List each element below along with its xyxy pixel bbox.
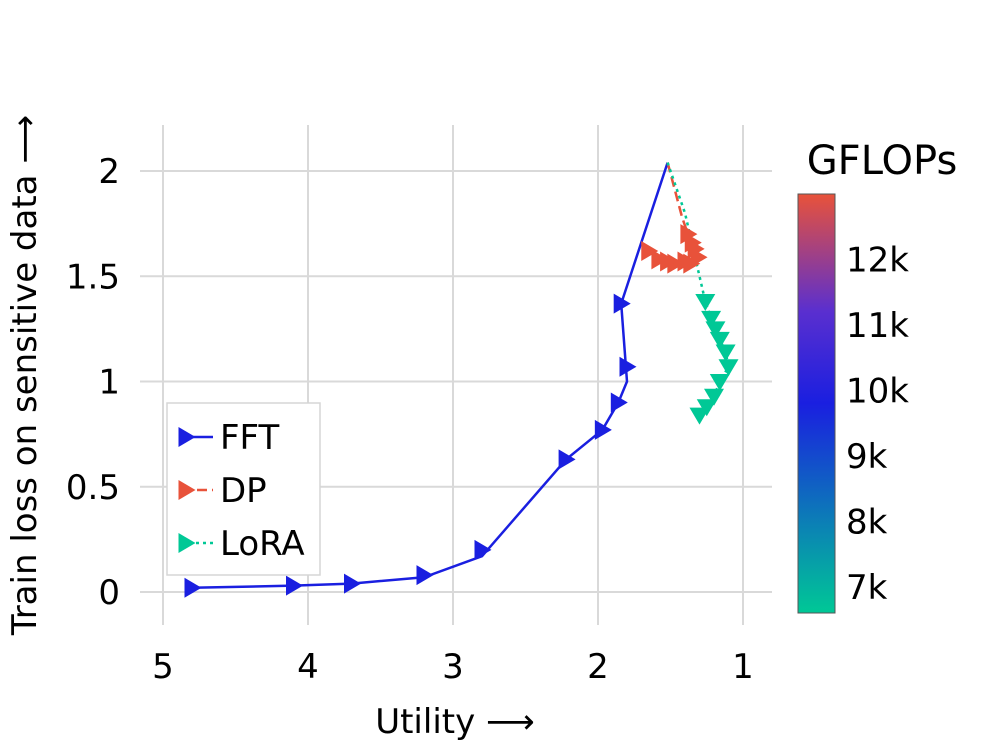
marker-dp [677,251,695,272]
legend-label-dp: DP [220,471,267,511]
legend-marker-lora [178,533,196,553]
marker-lora [701,310,722,328]
marker-lora [709,331,730,349]
x-tick-label: 2 [587,647,609,687]
legend-marker-dp [178,480,196,500]
y-tick-label: 1 [98,363,120,403]
x-tick-label: 5 [152,647,174,687]
legend: FFT DP LoRA [166,402,321,576]
marker-dp [680,224,698,245]
x-tick-label: 3 [442,647,464,687]
colorbar: GFLOPs 7k 8k 9k 10k 11k 12k [797,138,958,614]
marker-fft [613,293,631,314]
marker-fft [184,577,202,598]
marker-fft [344,573,361,594]
colorbar-gradient [797,193,836,614]
marker-fft [558,449,576,470]
y-tick-label: 0.5 [66,468,120,508]
x-tick-labels: 5 4 3 2 1 [152,647,754,687]
y-tick-label: 1.5 [66,257,120,297]
y-tick-labels: 0 0.5 1 1.5 2 [66,152,120,613]
marker-dp [641,240,659,261]
marker-lora [689,407,710,425]
marker-lora [695,294,716,312]
marker-lora [715,344,736,362]
series-markers [184,224,739,598]
marker-lora [704,388,724,406]
marker-lora [718,359,739,377]
x-axis-label: Utility ⟶ [375,702,535,742]
colorbar-tick-label: 11k [846,306,909,346]
colorbar-tick-label: 7k [846,568,888,608]
marker-fft [619,356,637,377]
marker-lora [709,374,730,391]
marker-fft [610,392,628,413]
colorbar-title: GFLOPs [807,138,958,184]
legend-marker-fft [178,427,196,447]
colorbar-tick-label: 10k [846,371,909,411]
legend-label-lora: LoRA [220,524,305,564]
y-tick-label: 2 [98,152,120,192]
marker-fft [286,575,303,596]
y-axis-label: Train loss on sensitive data ⟶ [5,115,45,636]
y-tick-label: 0 [98,573,120,613]
marker-fft [416,565,434,586]
colorbar-tick-label: 12k [846,240,909,280]
legend-label-fft: FFT [220,418,280,458]
x-tick-label: 1 [732,647,754,687]
colorbar-tick-label: 8k [846,502,888,542]
x-tick-label: 4 [297,647,319,687]
marker-dp [660,251,678,272]
marker-lora [705,321,726,339]
marker-dp [651,249,669,270]
marker-fft [474,539,492,560]
colorbar-tick-label: 9k [846,437,888,477]
marker-fft [594,419,612,440]
